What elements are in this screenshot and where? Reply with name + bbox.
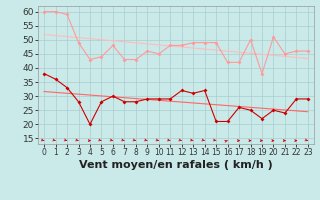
- X-axis label: Vent moyen/en rafales ( km/h ): Vent moyen/en rafales ( km/h ): [79, 160, 273, 170]
